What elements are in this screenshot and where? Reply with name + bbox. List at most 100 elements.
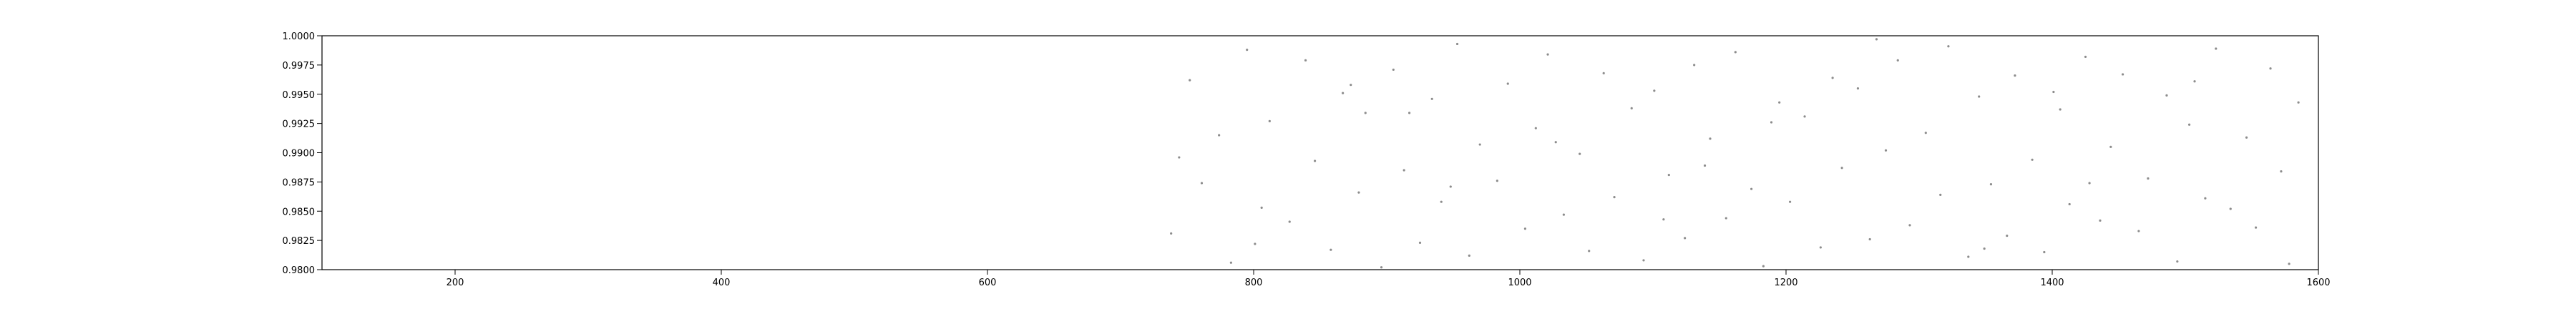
point — [1357, 191, 1360, 194]
point — [2109, 145, 2112, 148]
point — [2269, 67, 2272, 70]
x-tick-label: 200 — [447, 278, 464, 288]
point — [1546, 53, 1549, 56]
y-tick-label: 0.9950 — [283, 90, 316, 101]
x-tick-label: 1000 — [1508, 278, 1531, 288]
point — [1896, 59, 1899, 62]
point — [1778, 101, 1781, 104]
point — [1313, 160, 1317, 162]
point — [1653, 89, 1656, 92]
point — [1579, 152, 1581, 155]
point — [1254, 242, 1257, 245]
point — [1602, 72, 1605, 74]
point — [2059, 108, 2062, 111]
point — [2229, 207, 2232, 210]
point — [1868, 237, 1871, 241]
point — [1260, 206, 1263, 209]
x-tick-label: 400 — [713, 278, 731, 288]
point — [1449, 185, 1452, 188]
point — [1304, 59, 1307, 62]
point — [1170, 232, 1173, 235]
point — [1724, 217, 1727, 220]
point — [1734, 51, 1737, 54]
point — [1200, 182, 1204, 185]
y-tick-label: 0.9875 — [283, 177, 316, 188]
point — [1496, 180, 1498, 182]
point — [2031, 158, 2034, 161]
point — [1750, 187, 1753, 190]
point — [1554, 141, 1557, 144]
point — [1218, 134, 1221, 137]
y-tick-label: 0.9825 — [283, 236, 316, 247]
point — [1342, 92, 1345, 94]
point — [2280, 170, 2283, 173]
point — [1709, 137, 1712, 140]
point — [1506, 82, 1509, 85]
point — [2014, 74, 2016, 77]
point — [1703, 164, 1707, 167]
point — [2215, 47, 2218, 50]
point — [1468, 254, 1470, 257]
point — [2193, 80, 2196, 83]
point — [2052, 90, 2055, 94]
point — [2165, 94, 2168, 97]
point — [1588, 250, 1591, 252]
point — [1268, 119, 1271, 122]
y-tick-label: 0.9975 — [283, 61, 316, 72]
point — [1840, 167, 1843, 170]
point — [1662, 218, 1665, 221]
point — [1402, 169, 1405, 172]
point — [1440, 200, 1443, 203]
x-tick-label: 1600 — [2306, 278, 2330, 288]
point — [1246, 49, 1249, 52]
point — [1229, 261, 1232, 264]
point — [1562, 213, 1565, 216]
point — [1642, 259, 1645, 262]
y-tick-label: 1.0000 — [283, 31, 316, 42]
point — [1693, 64, 1696, 67]
point — [1831, 77, 1834, 79]
point — [2099, 219, 2102, 222]
point — [1803, 115, 1806, 118]
y-tick-label: 0.9850 — [283, 207, 316, 217]
point — [1924, 132, 1927, 134]
point — [2245, 136, 2248, 139]
point — [1684, 237, 1687, 240]
point — [2006, 234, 2009, 237]
point — [1967, 255, 1970, 258]
point — [2147, 177, 2150, 180]
y-tick-label: 0.9800 — [283, 265, 316, 276]
point — [1762, 265, 1765, 268]
x-tick-label: 600 — [979, 278, 997, 288]
point — [1939, 193, 1942, 196]
plot-frame — [321, 35, 2319, 270]
point — [1288, 220, 1291, 223]
point — [2297, 101, 2300, 104]
point — [1770, 121, 1773, 124]
point — [1908, 224, 1911, 227]
point — [1455, 42, 1459, 46]
point — [1884, 149, 1888, 152]
point — [2176, 260, 2179, 263]
point — [1978, 95, 1981, 98]
point — [2204, 197, 2207, 200]
point — [1189, 79, 1191, 82]
point — [1856, 87, 1860, 90]
point — [1418, 241, 1422, 244]
point — [1630, 107, 1633, 109]
x-tick-label: 1400 — [2040, 278, 2064, 288]
y-tick-label: 0.9900 — [283, 149, 316, 160]
point — [1380, 266, 1383, 269]
point — [2068, 202, 2071, 206]
point — [2121, 73, 2124, 76]
point — [1408, 112, 1411, 114]
point — [1819, 246, 1822, 249]
point — [2137, 230, 2140, 232]
point — [1430, 97, 1433, 100]
x-tick-label: 1200 — [1774, 278, 1797, 288]
point — [1364, 112, 1367, 114]
point — [1983, 247, 1986, 250]
point — [1330, 248, 1332, 251]
point — [1350, 84, 1352, 87]
